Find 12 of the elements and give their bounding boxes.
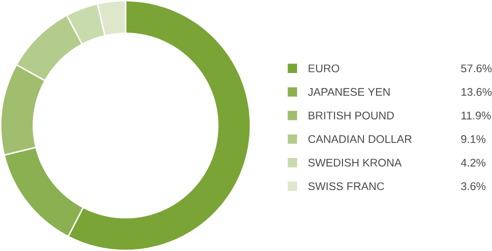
data-label: 13.6%: [462, 88, 492, 96]
legend-label: JAPANESE YEN: [308, 88, 390, 96]
legend-label: BRITISH POUND: [308, 112, 394, 120]
legend-label: EURO: [308, 64, 340, 72]
legend-label: SWISS FRANC: [308, 182, 384, 190]
legend-label: SWEDISH KRONA: [308, 158, 402, 167]
data-label: 9.1%: [461, 135, 486, 143]
data-label: 3.6%: [461, 182, 486, 190]
data-label: 4.2%: [460, 158, 486, 167]
data-label: 11.9%: [462, 112, 491, 120]
data-label: 57.6%: [461, 64, 492, 72]
legend-label: CANADIAN DOLLAR: [308, 135, 412, 143]
